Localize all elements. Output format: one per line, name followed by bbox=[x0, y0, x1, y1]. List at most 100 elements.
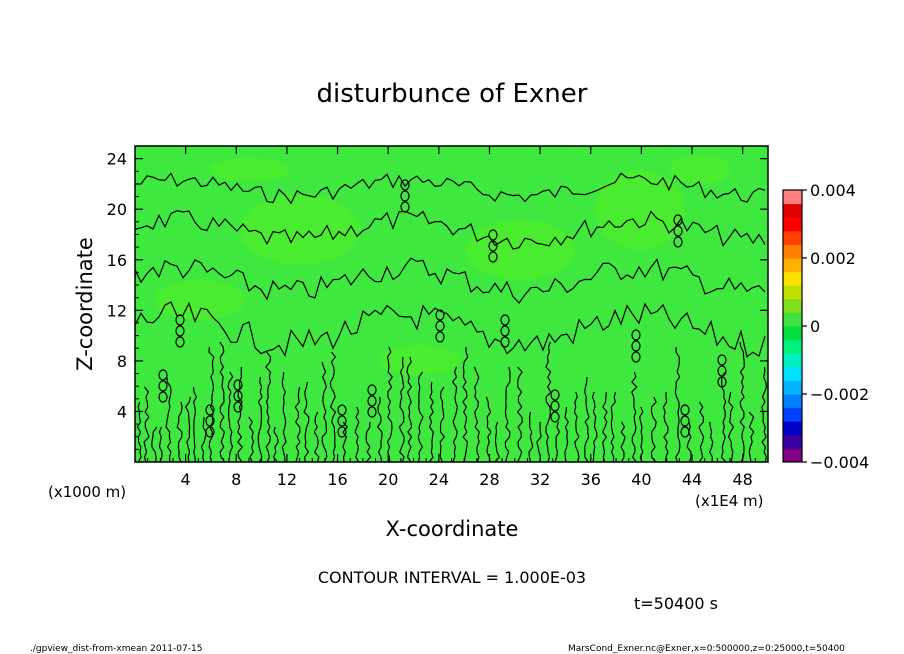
contour-streak bbox=[313, 411, 320, 462]
contour-streak bbox=[281, 371, 287, 462]
x-tick-label: 20 bbox=[378, 470, 398, 489]
colorbar-band bbox=[783, 448, 802, 463]
contour-streak bbox=[219, 341, 226, 462]
contour-streak bbox=[545, 341, 552, 462]
contour-oval bbox=[205, 426, 215, 438]
contour-oval bbox=[488, 251, 498, 263]
contour-oval bbox=[400, 190, 410, 202]
field-patch bbox=[240, 195, 360, 265]
contour-oval bbox=[631, 340, 641, 352]
contour-oval bbox=[500, 336, 510, 348]
contour-oval bbox=[435, 309, 445, 321]
contour-streak bbox=[528, 411, 534, 462]
x-tick-label: 8 bbox=[231, 470, 241, 489]
contour-streak bbox=[504, 366, 511, 462]
colorbar-band bbox=[783, 312, 802, 327]
y-axis-ticks: 4 8 12 16 20 24 bbox=[107, 150, 768, 450]
colorbar-band bbox=[783, 353, 802, 368]
y-tick-label: 4 bbox=[117, 402, 127, 421]
colorbar-band bbox=[783, 258, 802, 273]
contour-streak bbox=[573, 391, 580, 462]
x-tick-label: 24 bbox=[429, 470, 449, 489]
x-unit-right: (x1E4 m) bbox=[695, 492, 764, 510]
contour-streak bbox=[610, 391, 617, 462]
x-axis-ticks: 4 8 12 16 20 24 28 32 36 40 44 48 bbox=[147, 146, 756, 489]
y-tick-label: 12 bbox=[107, 301, 127, 320]
contour-oval bbox=[400, 179, 410, 191]
colorbar-band bbox=[783, 203, 802, 218]
colorbar-band bbox=[783, 298, 802, 313]
contour-streak bbox=[662, 391, 669, 462]
x-tick-label: 44 bbox=[682, 470, 702, 489]
colorbar-band bbox=[783, 407, 802, 422]
y-tick-label: 16 bbox=[107, 251, 127, 270]
contour-streak bbox=[272, 426, 279, 462]
contour-streak bbox=[321, 361, 328, 462]
x-tick-label: 36 bbox=[581, 470, 601, 489]
contour-streak bbox=[451, 366, 459, 462]
colorbar-band bbox=[783, 366, 802, 381]
contour-streak bbox=[354, 406, 360, 462]
colorbar-ticks: 0.004 0.002 0 −0.002 −0.004 bbox=[802, 181, 869, 472]
contour-oval bbox=[233, 390, 243, 402]
colorbar-band bbox=[783, 285, 802, 300]
contour-oval bbox=[488, 229, 498, 241]
x-tick-label: 16 bbox=[327, 470, 347, 489]
contour-streak bbox=[257, 376, 263, 462]
contour-oval bbox=[205, 415, 215, 427]
x-unit-left: (x1000 m) bbox=[48, 483, 126, 501]
contour-oval bbox=[158, 391, 168, 403]
contour-oval bbox=[435, 320, 445, 332]
contour-oval bbox=[337, 415, 347, 427]
contour-streak bbox=[485, 396, 492, 462]
contour-streak bbox=[227, 371, 234, 462]
contour-streak bbox=[727, 391, 735, 462]
colorbar-band bbox=[783, 380, 802, 395]
time-label: t=50400 s bbox=[634, 594, 718, 613]
contour-oval bbox=[175, 314, 185, 326]
contour-oval bbox=[680, 404, 690, 416]
contour-streak bbox=[294, 386, 301, 462]
contour-streak bbox=[365, 422, 372, 462]
contour-streak bbox=[406, 356, 413, 462]
contour-line bbox=[135, 172, 766, 205]
colorbar-tick-label: −0.004 bbox=[810, 453, 869, 472]
contour-streak bbox=[493, 421, 501, 462]
contour-streak bbox=[516, 366, 524, 462]
contour-oval bbox=[435, 331, 445, 343]
contour-streak bbox=[584, 376, 590, 462]
colorbar-band bbox=[783, 394, 802, 409]
colorbar-band bbox=[783, 271, 802, 286]
contour-oval bbox=[367, 395, 377, 407]
contour-streak bbox=[748, 411, 755, 462]
contour-streak bbox=[591, 391, 598, 462]
contour-oval bbox=[631, 351, 641, 363]
colorbar-band bbox=[783, 217, 802, 232]
contour-oval bbox=[158, 380, 168, 392]
colorbar-tick-label: −0.002 bbox=[810, 385, 869, 404]
contour-oval bbox=[550, 389, 560, 401]
field-patch bbox=[670, 155, 730, 185]
contour-oval bbox=[673, 236, 683, 248]
contour-oval bbox=[367, 406, 377, 418]
contour-streak bbox=[143, 386, 150, 462]
contour-streak bbox=[303, 381, 310, 462]
colorbar-tick-label: 0 bbox=[810, 317, 820, 336]
colorbar-band bbox=[783, 326, 802, 341]
y-axis-label: Z-coordinate bbox=[73, 237, 97, 371]
contour-oval bbox=[158, 369, 168, 381]
contour-oval bbox=[500, 314, 510, 326]
contour-streak bbox=[176, 401, 183, 462]
contour-streak bbox=[674, 346, 681, 462]
colorbar-band bbox=[783, 339, 802, 354]
contour-streak bbox=[428, 381, 435, 462]
colorbar-tick-label: 0.002 bbox=[810, 249, 856, 268]
contour-oval bbox=[717, 354, 727, 366]
contour-streak bbox=[564, 406, 570, 462]
contour-oval bbox=[337, 404, 347, 416]
contour-oval bbox=[488, 240, 498, 252]
contour-oval bbox=[367, 384, 377, 396]
contour-oval bbox=[400, 201, 410, 213]
contour-streak bbox=[398, 356, 405, 462]
